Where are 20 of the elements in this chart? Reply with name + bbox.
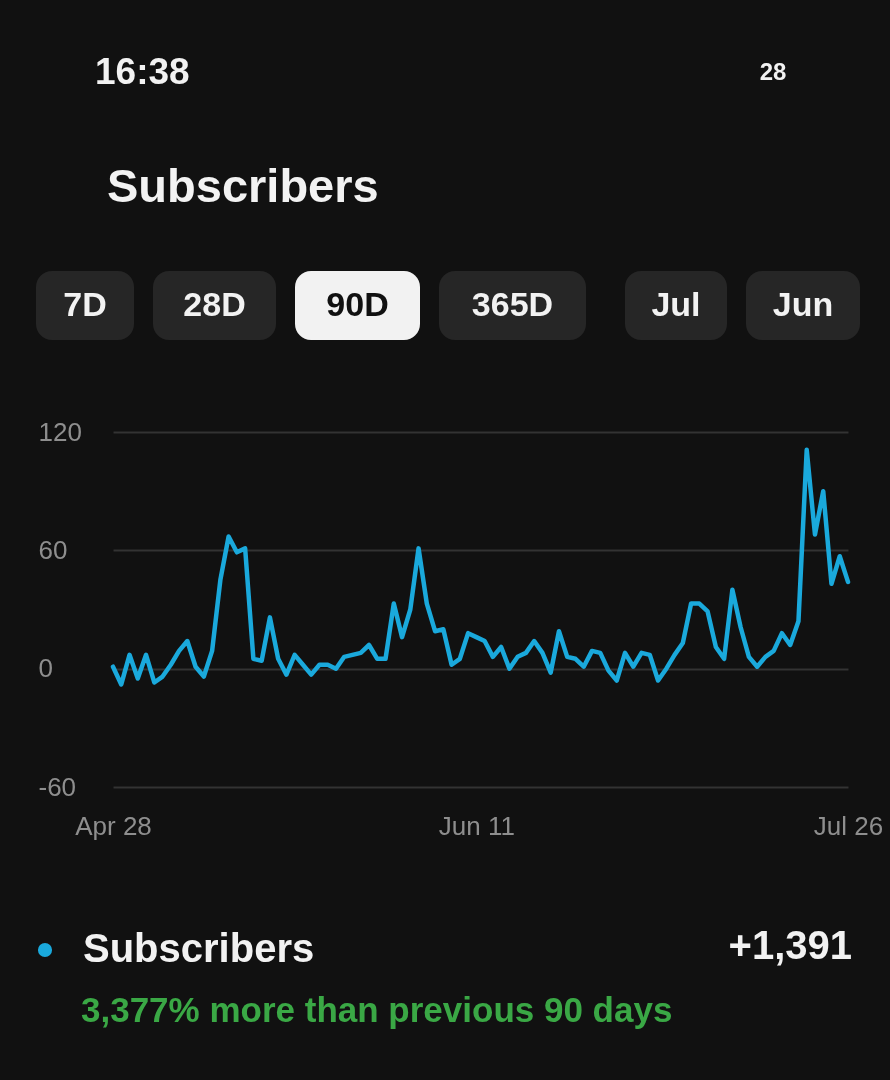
line-series	[110, 447, 851, 687]
text: 90D	[326, 285, 389, 323]
text: 365D	[471, 285, 554, 323]
text: 28	[759, 58, 787, 85]
legend-label: Subscribers	[83, 926, 315, 970]
chart-title: Subscribers	[107, 159, 379, 212]
y-tick-label: 120	[38, 416, 82, 447]
text: 28D	[183, 285, 246, 323]
x-tick-label: Apr 28	[75, 810, 152, 841]
text: 16:38	[95, 51, 190, 92]
text: Jun	[772, 285, 834, 323]
text: 3,377% more than previous 90 days	[81, 990, 673, 1029]
text: Jul	[651, 285, 701, 323]
x-tick-label: Jun 11	[438, 810, 515, 841]
text: +1,391	[728, 923, 852, 967]
y-tick-label: -60	[38, 771, 77, 802]
y-tick-label: 0	[38, 653, 53, 684]
text: 7D	[63, 285, 107, 323]
y-tick-label: 60	[38, 534, 68, 565]
x-tick-label: Jul 26	[813, 810, 884, 841]
